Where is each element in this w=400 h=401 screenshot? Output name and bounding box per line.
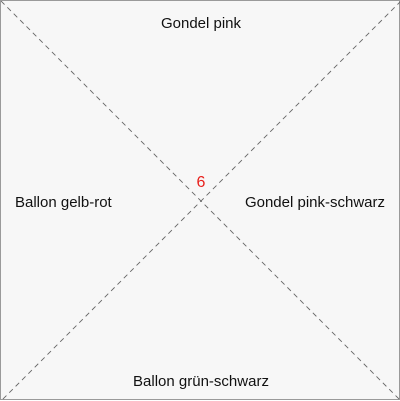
label-left: Ballon gelb-rot [15, 194, 112, 211]
label-bottom: Ballon grün-schwarz [133, 373, 269, 390]
label-right: Gondel pink-schwarz [244, 194, 385, 211]
label-top: Gondel pink [160, 15, 242, 32]
center-number: 6 [196, 174, 206, 191]
